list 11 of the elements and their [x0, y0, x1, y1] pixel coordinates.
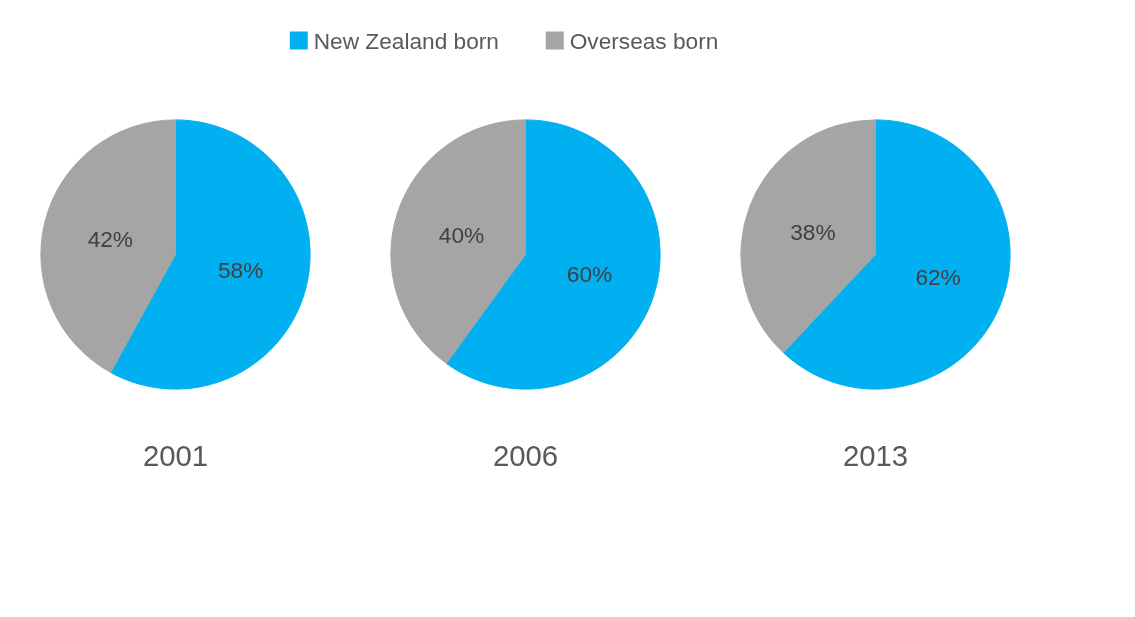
text: 2006	[492, 438, 559, 472]
text: 2001	[142, 438, 209, 472]
data-label: 60%	[566, 260, 613, 287]
legend-label: Overseas born	[569, 27, 719, 54]
data-label: 40%	[438, 222, 485, 249]
legend-label: New Zealand born	[313, 27, 499, 54]
data-label: 62%	[915, 264, 961, 291]
data-label: 38%	[790, 218, 836, 245]
data-label: 42%	[87, 226, 133, 253]
data-label: 58%	[218, 256, 264, 283]
text: 2013	[842, 438, 909, 472]
